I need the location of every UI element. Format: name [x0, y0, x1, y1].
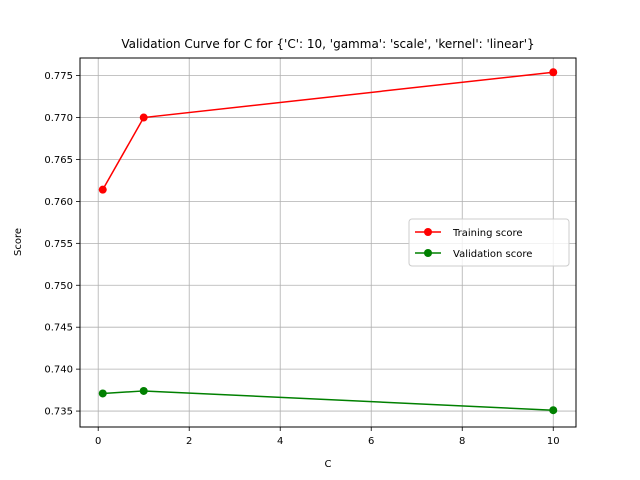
y-tick-label: 0.765: [44, 155, 73, 166]
plot-area: [79, 57, 577, 428]
legend-marker-validation: [424, 249, 432, 257]
x-axis: 0 2 4 6 8 10: [95, 427, 560, 447]
series-layer: [98, 68, 558, 415]
data-point-validation: [98, 389, 107, 398]
y-tick-label: 0.755: [44, 239, 73, 250]
series-line-training: [102, 71, 554, 191]
data-point-training: [98, 185, 107, 194]
series-line-validation: [102, 390, 554, 411]
y-axis: 0.735 0.740 0.745 0.750 0.755 0.760 0.765 0.770…: [44, 71, 80, 418]
data-point-validation: [139, 386, 148, 395]
y-tick-label: 0.770: [44, 113, 73, 124]
legend: Training score Validation score: [408, 218, 570, 267]
legend-box: [408, 218, 570, 267]
y-tick-label: 0.740: [44, 365, 73, 376]
x-axis-label: C: [325, 459, 332, 470]
x-tick-label: 8: [459, 436, 465, 447]
x-tick-label: 4: [277, 436, 283, 447]
x-tick-label: 0: [95, 436, 101, 447]
x-tick-label: 6: [368, 436, 374, 447]
legend-marker-training: [424, 228, 432, 236]
y-tick-label: 0.760: [44, 197, 73, 208]
y-tick-label: 0.745: [44, 323, 73, 334]
data-point-validation: [549, 406, 558, 415]
legend-label-validation: Validation score: [453, 249, 532, 260]
chart-title: Validation Curve for C for {'C': 10, 'ga…: [121, 37, 534, 51]
y-tick-label: 0.775: [44, 71, 73, 82]
x-tick-label: 10: [547, 436, 560, 447]
y-axis-label: Score: [13, 228, 24, 256]
legend-label-training: Training score: [452, 228, 523, 239]
data-point-training: [139, 113, 148, 122]
x-tick-label: 2: [186, 436, 192, 447]
y-tick-label: 0.750: [44, 281, 73, 292]
data-point-training: [549, 68, 558, 77]
y-tick-label: 0.735: [44, 407, 73, 418]
